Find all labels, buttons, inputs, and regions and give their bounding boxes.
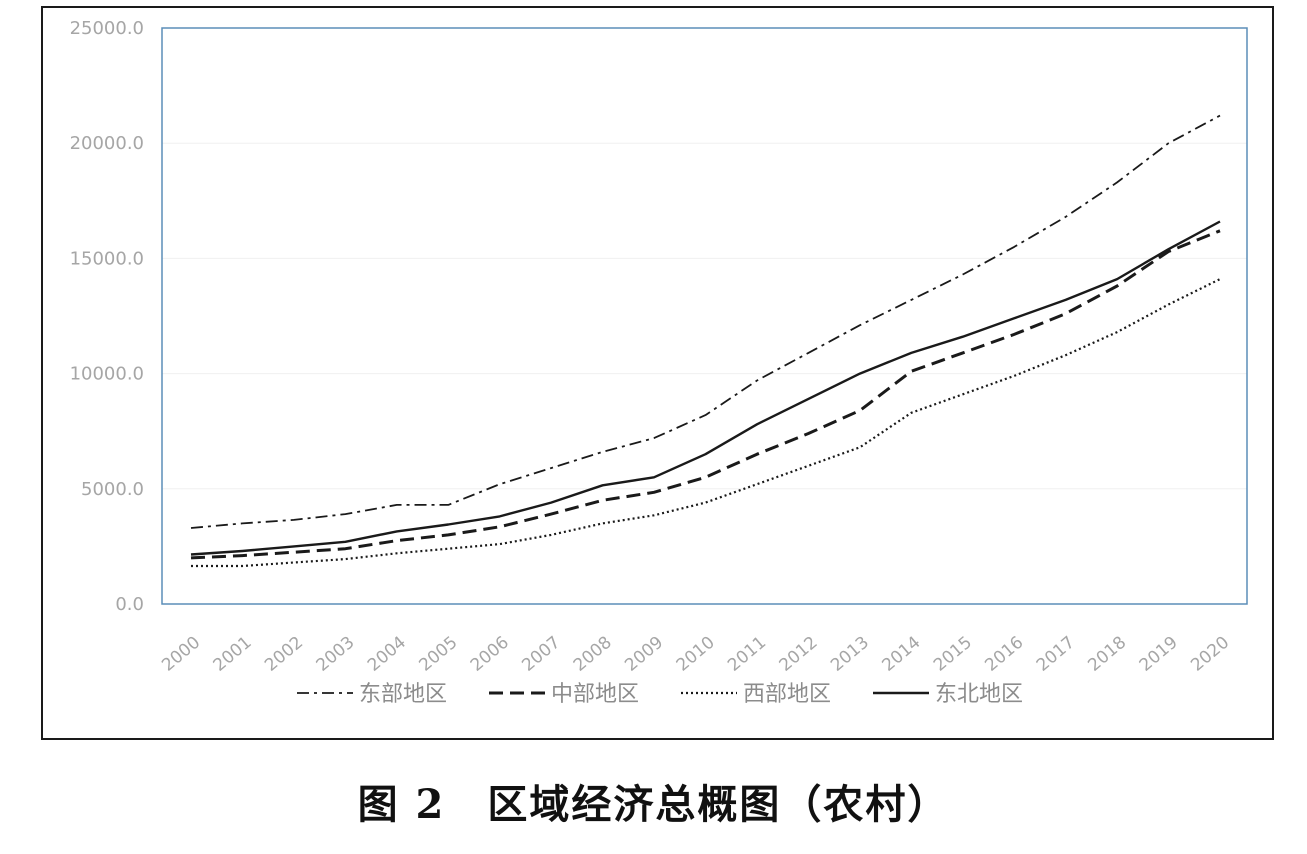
legend-label-3: 西部地区 [743,682,831,707]
series-line-2 [190,229,1221,560]
y-tick-label: 15000.0 [70,248,144,269]
y-axis-tick-labels: 0.0 5000.0 10000.0 15000.0 20000.0 25000.0 [70,18,144,615]
x-tick-label: 2006 [467,633,513,676]
x-tick-label: 2005 [415,633,461,676]
x-tick-label: 2020 [1187,633,1233,676]
x-tick-label: 2015 [930,633,976,676]
x-tick-label: 2001 [210,633,256,676]
x-tick-label: 2010 [673,633,719,676]
x-tick-label: 2008 [570,633,616,676]
x-tick-label: 2019 [1136,633,1182,676]
legend-label-4: 东北地区 [935,682,1023,707]
plot-area-border [161,27,1248,605]
x-tick-label: 2016 [981,633,1027,676]
y-tick-label: 25000.0 [70,18,144,39]
grid-lines [162,142,1247,490]
y-tick-label: 20000.0 [70,133,144,154]
x-tick-label: 2000 [158,633,204,676]
series-line-3 [191,278,1221,568]
x-tick-label: 2013 [827,633,873,676]
legend: 东部地区 中部地区 西部地区 东北地区 [297,682,1023,707]
y-tick-label: 5000.0 [81,479,144,500]
x-tick-label: 2002 [261,633,307,676]
y-tick-label: 0.0 [115,594,144,615]
x-tick-label: 2009 [621,633,667,676]
x-tick-label: 2003 [313,633,359,676]
x-tick-label: 2004 [364,633,410,676]
legend-label-2: 中部地区 [551,682,639,707]
legend-label-1: 东部地区 [359,682,447,707]
series-line-4 [190,220,1221,556]
x-tick-label: 2017 [1033,633,1079,676]
x-tick-label: 2018 [1084,633,1130,676]
y-tick-label: 10000.0 [70,364,144,385]
series-line-1 [190,114,1221,529]
x-tick-label: 2012 [776,633,822,676]
x-axis-tick-labels: 2000 2001 2002 2003 2004 2005 2006 2007 2008 2009… [158,633,1233,676]
series-lines [190,114,1221,568]
figure-caption: 图 2 区域经济总概图（农村） [357,781,950,828]
x-tick-label: 2014 [879,633,925,676]
chart-frame: 0.0 5000.0 10000.0 15000.0 20000.0 25000.0 20… [41,6,1274,740]
x-tick-label: 2011 [724,633,770,676]
line-chart: 0.0 5000.0 10000.0 15000.0 20000.0 25000.0 20… [70,18,1248,707]
x-tick-label: 2007 [518,633,564,676]
